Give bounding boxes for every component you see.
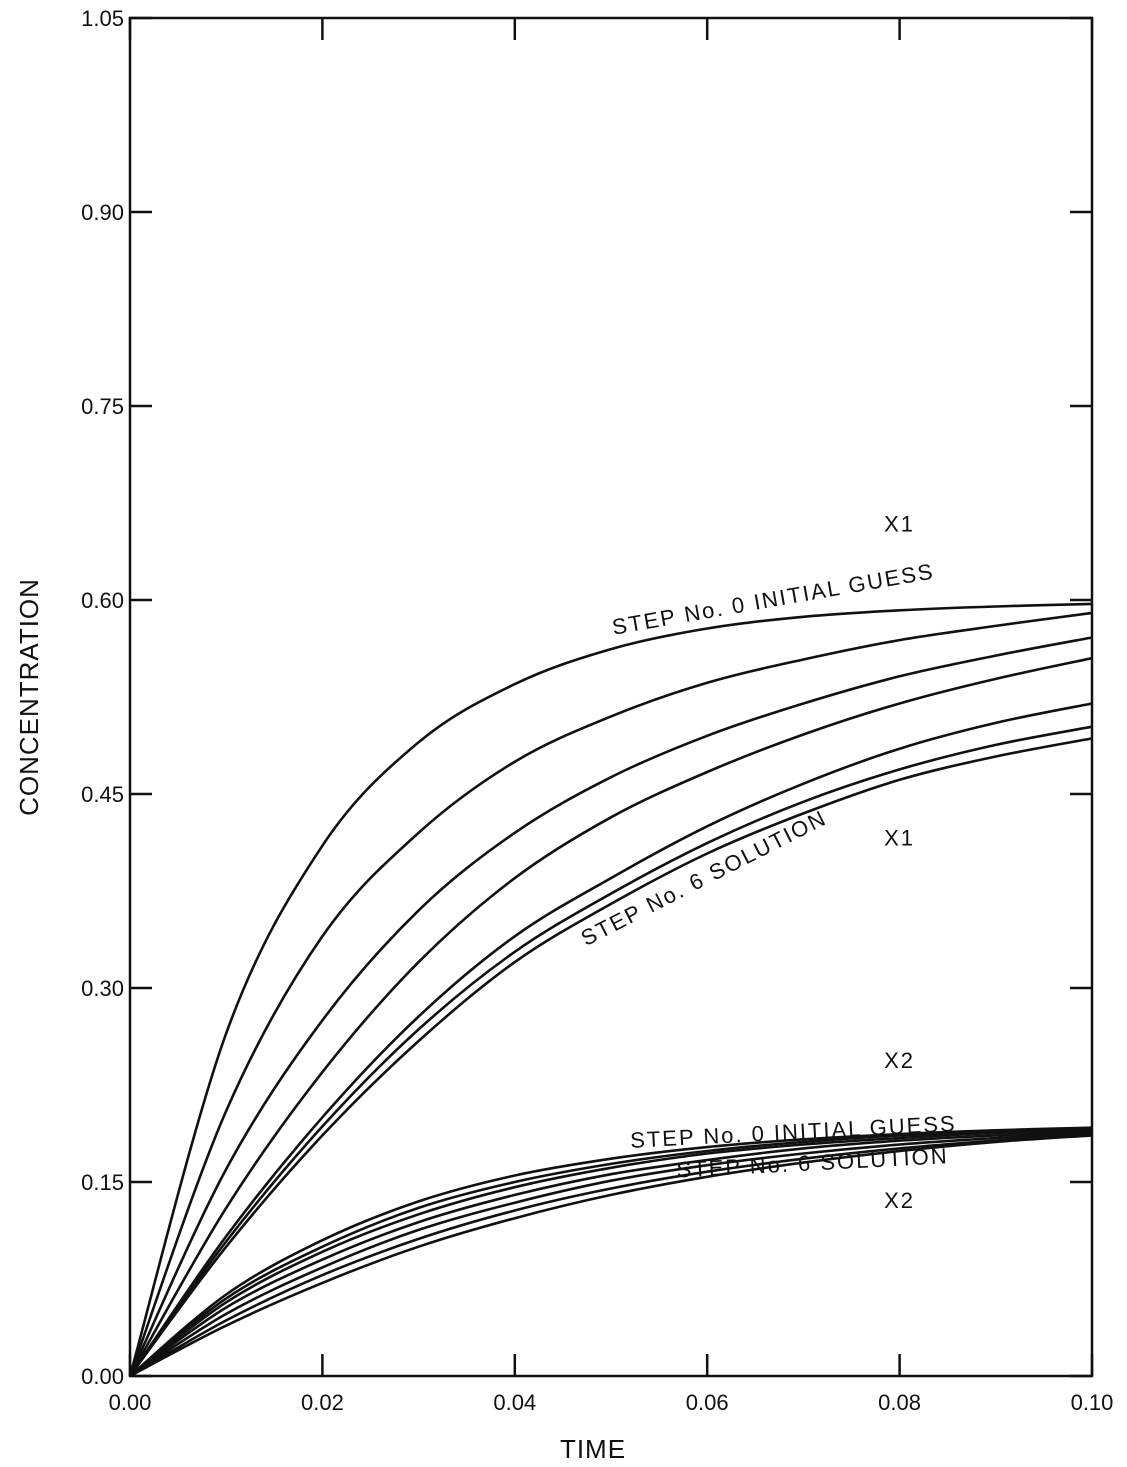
y-tick-label: 0.60	[81, 588, 124, 613]
x-tick-label: 0.08	[878, 1390, 921, 1415]
y-tick-label: 0.15	[81, 1170, 124, 1195]
x1-curve	[128, 702, 1093, 1377]
plot-frame	[128, 16, 1094, 1378]
y-tick-label: 1.05	[81, 6, 124, 31]
annotation-label: X1	[884, 826, 915, 851]
y-axis-title: CONCENTRATION	[14, 578, 44, 816]
x-axis-title: TIME	[560, 1434, 626, 1464]
y-tick-label: 0.00	[81, 1364, 124, 1389]
x2-curve	[129, 1130, 1093, 1378]
annotation-label: X2	[884, 1048, 915, 1073]
y-tick-label: 0.75	[81, 394, 124, 419]
x2-curve	[129, 1129, 1093, 1378]
x2-curve	[129, 1131, 1093, 1378]
x1-curve	[128, 636, 1093, 1377]
ticks	[128, 16, 1094, 1378]
x2-curve	[129, 1132, 1093, 1378]
annotation-label: X1	[884, 511, 915, 536]
x2-curve	[129, 1134, 1093, 1378]
x1-curve	[128, 725, 1093, 1377]
curves	[128, 602, 1093, 1378]
x-tick-label: 0.04	[493, 1390, 536, 1415]
x-tick-label: 0.10	[1071, 1390, 1114, 1415]
x2-curve	[129, 1127, 1093, 1378]
x-tick-label: 0.00	[109, 1390, 152, 1415]
y-tick-label: 0.45	[81, 782, 124, 807]
x-tick-label: 0.06	[686, 1390, 729, 1415]
x1-curve	[128, 602, 1093, 1377]
x-tick-label: 0.02	[301, 1390, 344, 1415]
x1-curve	[128, 611, 1093, 1377]
x1-curve	[128, 656, 1093, 1377]
y-tick-label: 0.90	[81, 200, 124, 225]
annotation-label: STEP No. 0 INITIAL GUESS	[610, 558, 936, 639]
annotation-label: X2	[884, 1188, 915, 1213]
x1-curve	[128, 737, 1093, 1377]
y-tick-label: 0.30	[81, 976, 124, 1001]
tick-labels: 0.00 0.02 0.04 0.06 0.08 0.10 0.00 0.15 0.30 0.45…	[81, 6, 1113, 1415]
